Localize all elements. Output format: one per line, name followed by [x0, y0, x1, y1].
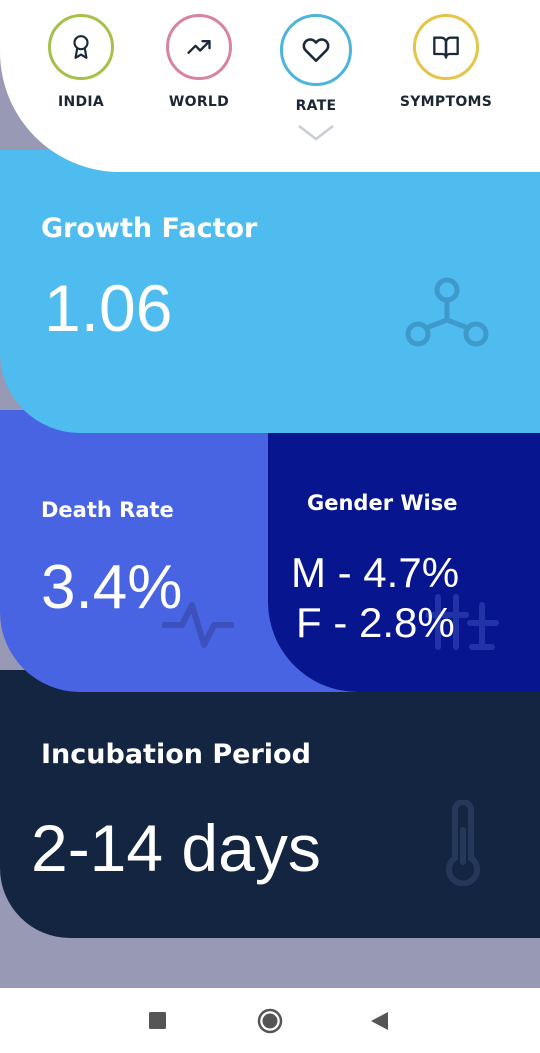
- nav-item-symptoms[interactable]: SYMPTOMS: [386, 14, 506, 110]
- incubation-value: 2-14 days: [31, 811, 321, 885]
- thermometer-icon: [446, 800, 480, 886]
- nav-circle-world: [166, 14, 232, 80]
- pulse-icon: [162, 602, 234, 648]
- nav-label-india: INDIA: [57, 94, 105, 110]
- award-icon: [73, 35, 89, 59]
- gender-male-value: M - 4.7%: [291, 549, 460, 596]
- top-nav: INDIA WORLD RATE SYMPTOMS: [0, 0, 540, 172]
- nav-label-rate: RATE: [295, 98, 337, 114]
- trending-up-icon: [187, 40, 211, 54]
- gender-wise-card: Gender Wise M - 4.7% F - 2.8%: [268, 433, 540, 692]
- heart-icon: [302, 38, 330, 63]
- gender-wise-title: Gender Wise: [307, 491, 458, 515]
- nav-circle-india: [48, 14, 114, 80]
- nav-label-world: WORLD: [168, 94, 230, 110]
- death-rate-row: Death Rate 3.4% Gender Wise M - 4.7% F -…: [0, 410, 540, 692]
- network-icon: [405, 277, 489, 347]
- gender-icon: [426, 594, 499, 650]
- nav-label-symptoms: SYMPTOMS: [399, 94, 493, 110]
- death-rate-value: 3.4%: [41, 553, 183, 622]
- nav-item-world[interactable]: WORLD: [139, 14, 259, 110]
- home-circle-icon[interactable]: [257, 1008, 283, 1034]
- growth-factor-card: Growth Factor 1.06: [0, 150, 540, 433]
- nav-item-india[interactable]: INDIA: [21, 14, 141, 110]
- growth-factor-value: 1.06: [44, 271, 173, 345]
- incubation-title: Incubation Period: [41, 739, 311, 770]
- nav-item-rate[interactable]: RATE: [256, 14, 376, 114]
- square-icon[interactable]: [149, 1012, 166, 1029]
- incubation-period-card: Incubation Period 2-14 days: [0, 670, 540, 938]
- back-triangle-icon[interactable]: [371, 1012, 388, 1030]
- system-nav-bar: [0, 988, 540, 1053]
- nav-circle-rate: [280, 14, 352, 86]
- chevron-down-icon: [298, 125, 334, 141]
- death-rate-title: Death Rate: [41, 498, 174, 522]
- growth-factor-title: Growth Factor: [41, 213, 258, 244]
- book-icon: [433, 36, 459, 59]
- nav-circle-symptoms: [413, 14, 479, 80]
- gender-female-value: F - 2.8%: [296, 599, 455, 646]
